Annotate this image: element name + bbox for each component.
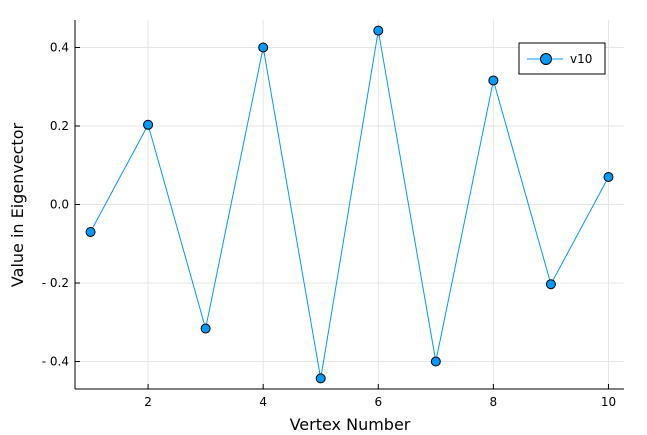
y-tick-label: 0.2 [50,119,69,133]
data-point [430,356,441,367]
x-axis-label: Vertex Number [290,415,411,434]
y-tick-label: - 0.4 [42,355,69,369]
x-tick-label: 4 [259,395,267,409]
series-layer [85,25,614,384]
data-point [373,25,384,36]
x-tick-label: 8 [490,395,498,409]
data-point [315,373,326,384]
x-tick-label: 10 [601,395,616,409]
data-point [143,119,154,130]
axes [74,20,624,390]
data-point [603,172,614,183]
data-point [488,75,499,86]
legend-marker [540,53,552,65]
data-point [85,226,96,237]
y-axis-label: Value in Eigenvector [8,123,27,288]
data-point [258,42,269,53]
legend-label: v10 [570,52,592,66]
y-tick-labels: - 0.4 - 0.2 0.0 0.2 0.4 [42,40,69,368]
y-tick-label: 0.4 [50,40,69,54]
data-point [545,279,556,290]
x-tick-label: 6 [374,395,382,409]
data-point [200,323,211,334]
y-tick-label: 0.0 [50,198,69,212]
x-tick-labels: 2 4 6 8 10 [144,395,616,409]
y-tick-label: - 0.2 [42,276,69,290]
x-tick-label: 2 [144,395,152,409]
legend: v10 [518,42,606,75]
series-line [90,30,609,379]
